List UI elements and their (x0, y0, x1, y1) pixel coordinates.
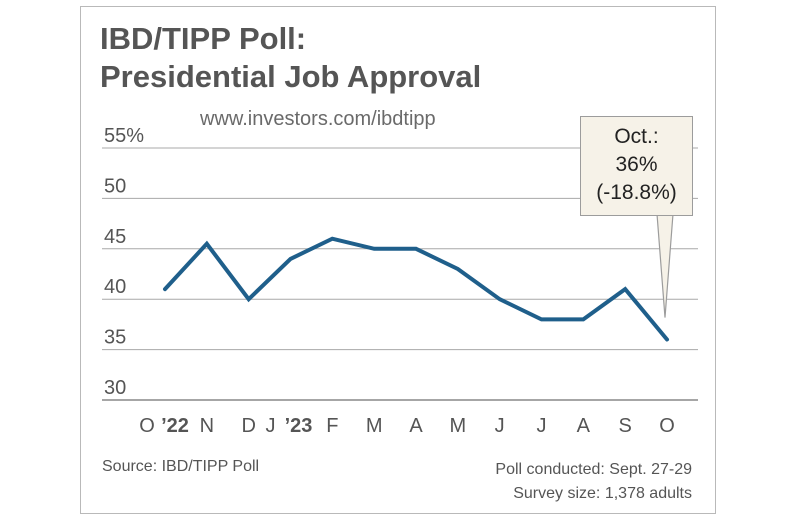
y-tick-label: 55% (104, 125, 144, 147)
chart-title-line-1: IBD/TIPP Poll: (100, 21, 307, 56)
x-tick-label: J (495, 415, 505, 437)
annotation-line-1: Oct.: (614, 125, 659, 148)
x-tick-label: J (537, 415, 547, 437)
poll-notes: Poll conducted: Sept. 27-29 Survey size:… (495, 458, 692, 506)
x-tick-label: O (139, 415, 155, 437)
annotation-callout: Oct.: 36% (-18.8%) (580, 116, 693, 216)
x-tick-label: M (449, 415, 466, 437)
x-tick-labels: O ’22 N D J ’23 F M A M J J A S O (139, 415, 675, 437)
source-note: Source: IBD/TIPP Poll (102, 458, 260, 475)
x-tick-label: M (366, 415, 383, 437)
x-tick-label: O (659, 415, 675, 437)
y-tick-label: 40 (104, 276, 126, 298)
annotation-line-2: 36% (615, 153, 658, 176)
callout-pointer-shape (656, 213, 674, 318)
chart-title-line-2: Presidential Job Approval (100, 59, 482, 94)
series-line (163, 236, 669, 342)
x-tick-label: A (409, 415, 423, 437)
y-tick-label: 35 (104, 327, 126, 349)
x-tick-label: S (618, 415, 631, 437)
chart-subtitle-url: www.investors.com/ibdtipp (200, 108, 436, 130)
chart-frame (80, 6, 716, 514)
survey-size-note: Survey size: 1,378 adults (513, 485, 692, 502)
x-tick-label: ’22 (161, 415, 189, 437)
y-tick-label: 30 (104, 377, 126, 399)
x-tick-label: A (577, 415, 591, 437)
x-tick-label: D (241, 415, 255, 437)
y-tick-label: 45 (104, 226, 126, 248)
annotation-line-3: (-18.8%) (596, 181, 677, 204)
x-tick-label: F (326, 415, 338, 437)
y-tick-label: 50 (104, 175, 126, 197)
x-tick-label: N (200, 415, 214, 437)
poll-conducted-note: Poll conducted: Sept. 27-29 (495, 461, 692, 478)
x-tick-label: J (266, 415, 276, 437)
callout-pointer (656, 213, 674, 318)
y-tick-labels: 55% 50 45 40 35 30 (104, 125, 144, 399)
x-tick-label: ’23 (285, 415, 313, 437)
chart-title: IBD/TIPP Poll: Presidential Job Approval (100, 20, 481, 96)
series-group (163, 236, 669, 342)
